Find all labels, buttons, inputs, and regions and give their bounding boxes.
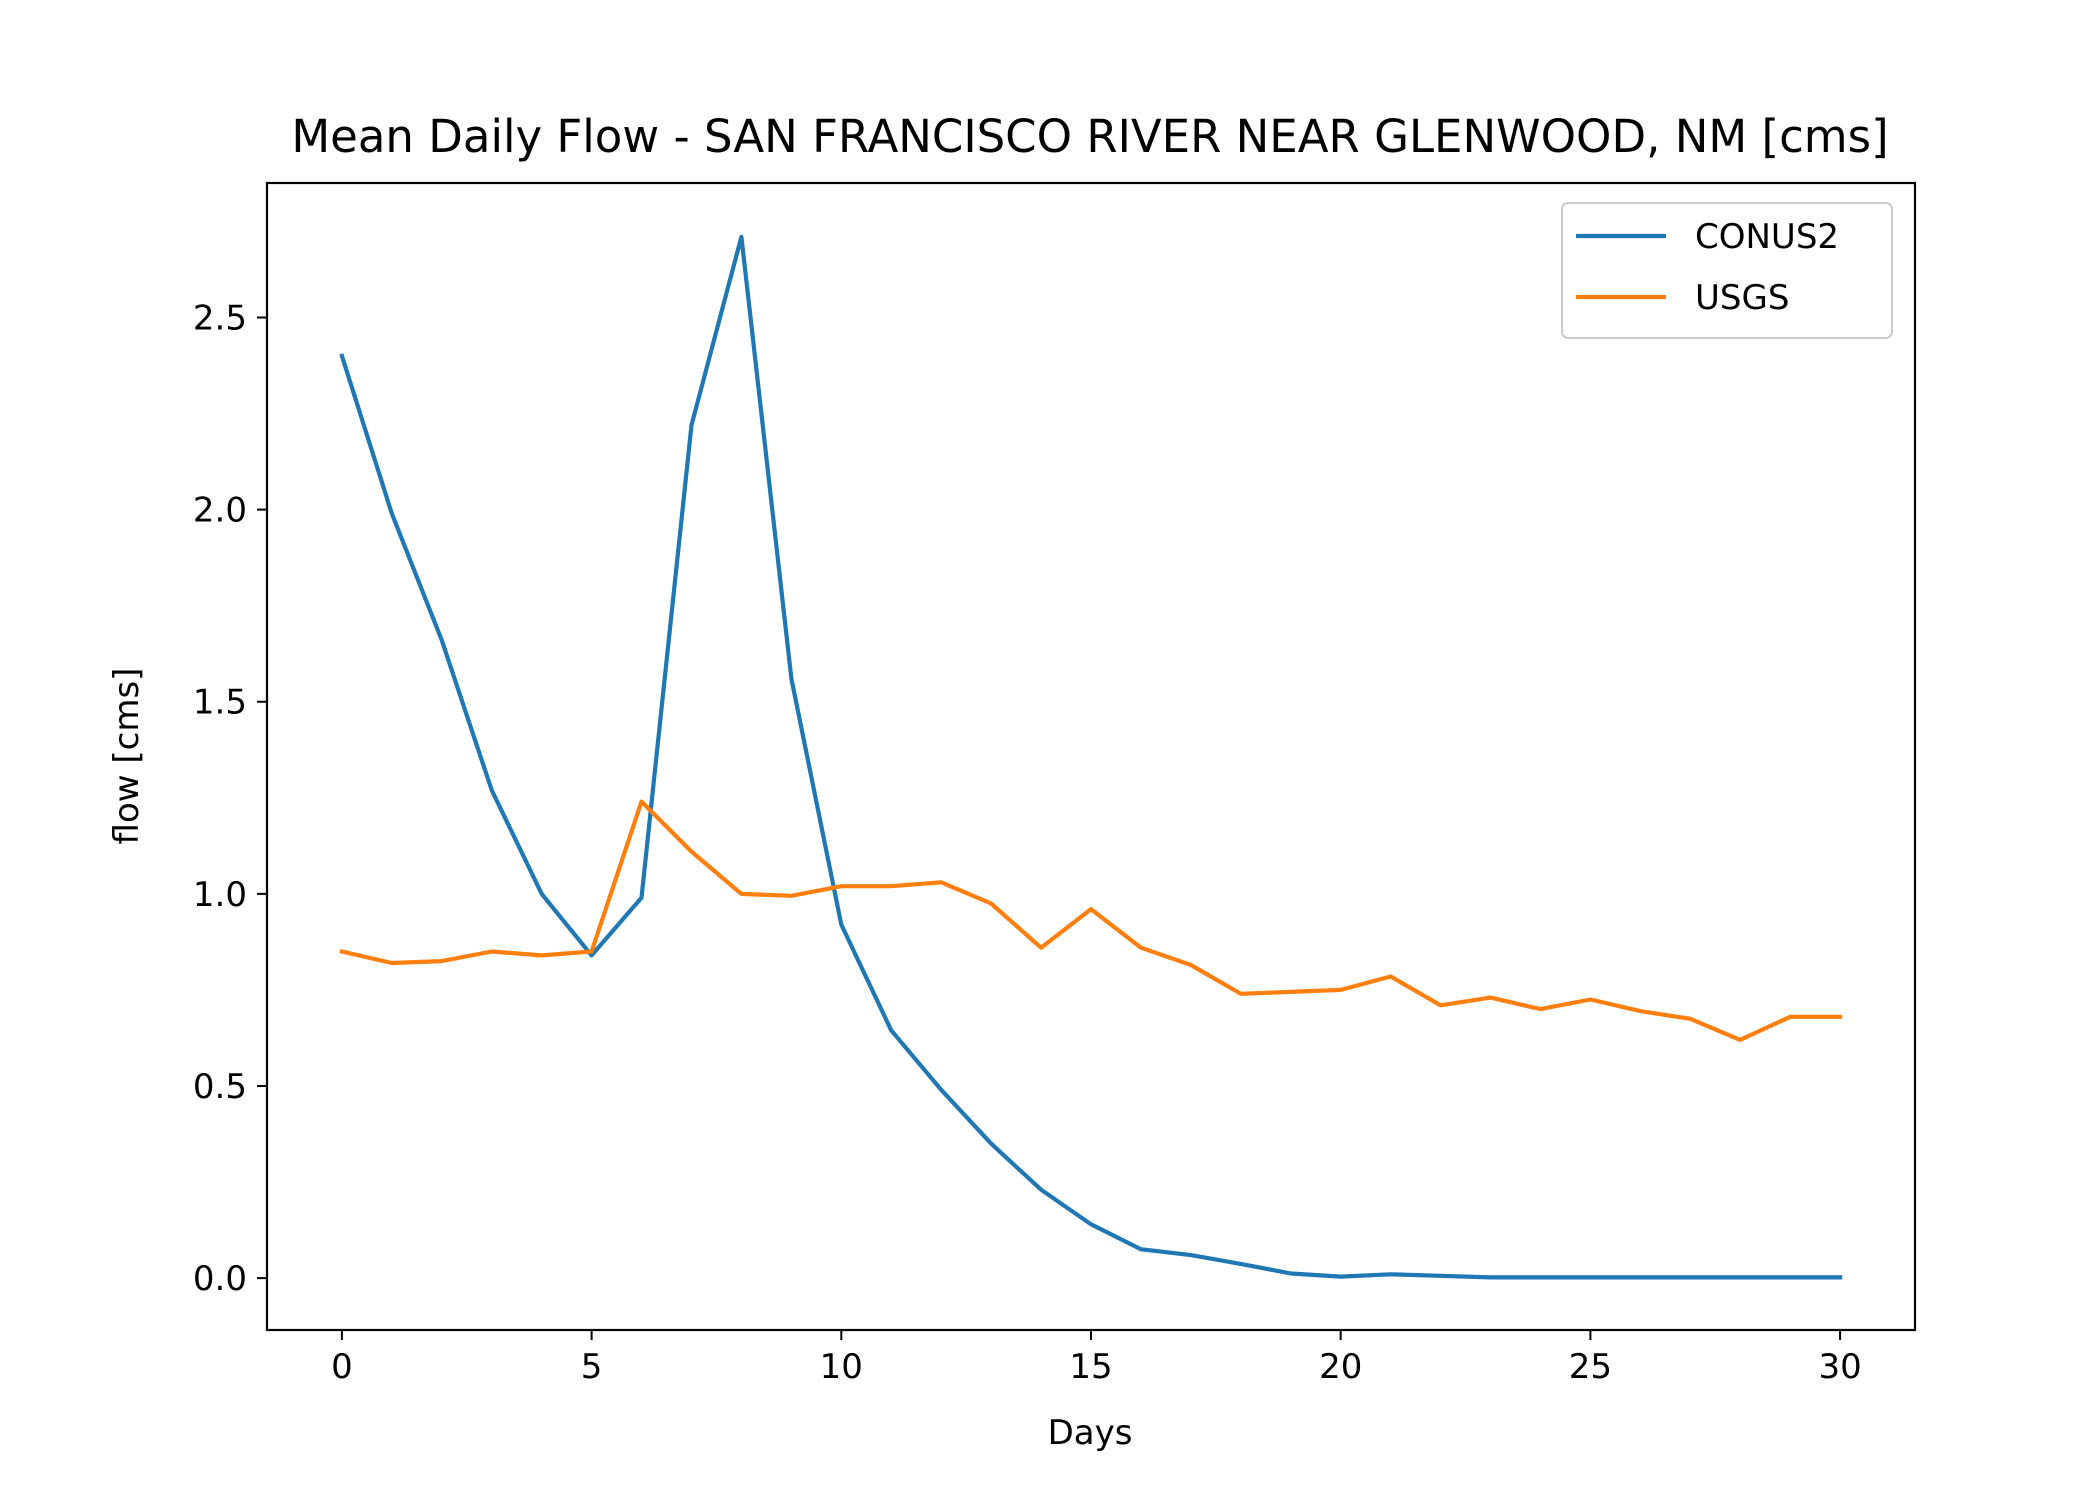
x-tick-label: 30	[1818, 1347, 1861, 1387]
y-axis-label: flow [cms]	[107, 668, 147, 845]
series-line-usgs	[339, 799, 1843, 1043]
legend-label-usgs: USGS	[1695, 278, 1789, 318]
x-tick-label: 25	[1569, 1347, 1612, 1387]
y-tick-label: 1.0	[193, 875, 247, 915]
chart-title: Mean Daily Flow - SAN FRANCISCO RIVER NE…	[291, 110, 1888, 163]
y-tick-label: 2.5	[193, 298, 247, 338]
series-line-conus2	[339, 234, 1843, 1280]
y-tick-label: 0.0	[193, 1259, 247, 1299]
x-axis-label: Days	[1048, 1413, 1133, 1453]
y-tick-label: 0.5	[193, 1067, 247, 1107]
x-tick-label: 0	[331, 1347, 353, 1387]
plot-area: 0 5 10 15 20 25 30 0.0 0.5 1.0 1.5 2.0 2.5	[193, 181, 1917, 1387]
x-tick-label: 20	[1319, 1347, 1362, 1387]
x-tick-label: 5	[581, 1347, 603, 1387]
plot-frame	[265, 181, 1917, 1332]
y-tick-label: 2.0	[193, 491, 247, 531]
x-tick-label: 10	[820, 1347, 863, 1387]
legend: CONUS2 USGS	[1561, 202, 1893, 339]
y-tick-label: 1.5	[193, 683, 247, 723]
x-tick-label: 15	[1069, 1347, 1112, 1387]
legend-label-conus2: CONUS2	[1695, 217, 1839, 257]
